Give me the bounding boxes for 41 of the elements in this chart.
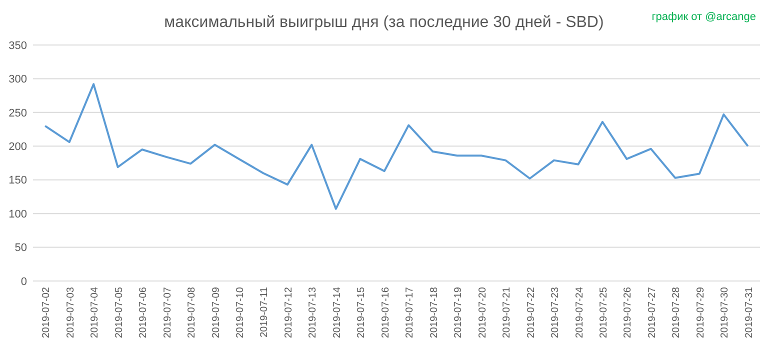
y-tick-label: 250 (8, 107, 27, 120)
x-tick-label: 2019-07-07 (162, 286, 174, 338)
x-tick-label: 2019-07-14 (332, 286, 343, 338)
y-tick-label: 0 (20, 276, 27, 288)
x-tick-label: 2019-07-16 (380, 286, 392, 338)
x-tick-label: 2019-07-29 (695, 286, 706, 338)
x-tick-label: 2019-07-26 (622, 286, 634, 338)
x-tick-label: 2019-07-08 (186, 286, 198, 338)
x-tick-label: 2019-07-03 (65, 286, 76, 338)
y-tick-label: 300 (8, 74, 27, 86)
line-series (44, 83, 749, 210)
y-tick-label: 200 (8, 140, 27, 153)
x-tick-label: 2019-07-17 (404, 286, 416, 338)
x-tick-label: 2019-07-13 (308, 286, 319, 338)
x-tick-label: 2019-07-09 (210, 286, 222, 338)
y-tick-label: 100 (8, 208, 27, 220)
x-tick-label: 2019-07-12 (283, 286, 294, 338)
x-tick-label: 2019-07-25 (598, 286, 610, 338)
x-tick-label: 2019-07-31 (744, 286, 755, 338)
y-tick-label: 50 (14, 242, 27, 254)
x-tick-label: 2019-07-24 (574, 286, 586, 338)
x-tick-label: 2019-07-05 (114, 286, 125, 338)
x-tick-label: 2019-07-19 (453, 286, 464, 338)
y-tick-label: 150 (8, 174, 27, 187)
x-tick-label: 2019-07-20 (477, 286, 488, 338)
x-tick-label: 2019-07-30 (720, 286, 731, 338)
text: график от @arcange (652, 11, 756, 23)
x-tick-label: 2019-07-04 (90, 286, 101, 338)
x-tick-label: 2019-07-18 (428, 286, 440, 338)
x-tick-label: 2019-07-15 (356, 286, 368, 338)
x-tick-label: 2019-07-02 (41, 286, 52, 338)
x-tick-label: 2019-07-11 (259, 286, 270, 338)
x-tick-label: 2019-07-10 (234, 286, 246, 338)
x-tick-label: 2019-07-06 (138, 286, 150, 338)
x-tick-label: 2019-07-23 (550, 286, 562, 338)
x-tick-label: 2019-07-28 (671, 286, 682, 338)
x-tick-label: 2019-07-22 (526, 286, 537, 338)
x-tick-label: 2019-07-27 (646, 286, 658, 338)
chart-title: максимальный выигрыш дня (за последние 30 дней - SBD) (164, 14, 604, 31)
x-tick-label: 2019-07-21 (502, 286, 513, 338)
y-tick-label: 350 (8, 40, 27, 52)
